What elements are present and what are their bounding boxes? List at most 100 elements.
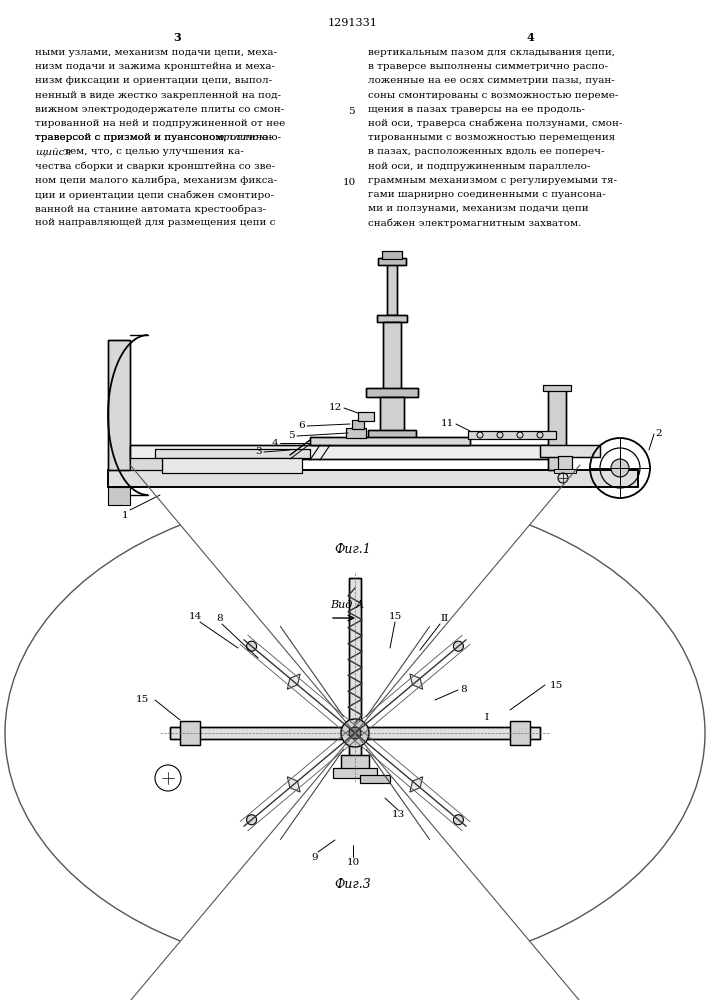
Text: ванной на станине автомата крестообраз-: ванной на станине автомата крестообраз- (35, 204, 266, 214)
Text: гами шарнирно соединенными с пуансона-: гами шарнирно соединенными с пуансона- (368, 190, 606, 199)
Circle shape (341, 719, 369, 747)
Text: 15: 15 (135, 696, 148, 704)
Text: низм фиксации и ориентации цепи, выпол-: низм фиксации и ориентации цепи, выпол- (35, 76, 272, 85)
Bar (333, 768, 377, 778)
Text: 5: 5 (348, 107, 354, 116)
Bar (558, 456, 572, 470)
Text: 10: 10 (342, 178, 356, 187)
Bar (162, 458, 302, 473)
Text: вертикальным пазом для складывания цепи,: вертикальным пазом для складывания цепи, (368, 48, 615, 57)
Bar (543, 385, 571, 391)
Text: ной оси, и подпружиненным параллело-: ной оси, и подпружиненным параллело- (368, 162, 590, 171)
Bar (387, 263, 397, 315)
Bar (341, 755, 369, 769)
Text: I: I (485, 714, 489, 722)
Text: Вид А: Вид А (330, 600, 364, 610)
Circle shape (247, 641, 257, 651)
Bar (360, 775, 390, 783)
Bar (377, 315, 407, 322)
Text: 11: 11 (440, 420, 454, 428)
Bar (380, 397, 404, 432)
Circle shape (453, 641, 463, 651)
Text: 4: 4 (271, 438, 278, 448)
Text: ной оси, траверса снабжена ползунами, смон-: ной оси, траверса снабжена ползунами, см… (368, 119, 622, 128)
Bar (377, 315, 407, 322)
Bar (558, 456, 572, 470)
Bar (382, 251, 402, 259)
Bar (378, 258, 406, 265)
Text: в пазах, расположенных вдоль ее попереч-: в пазах, расположенных вдоль ее попереч- (368, 147, 604, 156)
Text: 1291331: 1291331 (328, 18, 378, 28)
Bar (170, 727, 540, 739)
Bar (170, 727, 540, 739)
Text: траверсой с призмой и пуансоном, отличаю-: траверсой с призмой и пуансоном, отличаю… (35, 133, 281, 142)
Text: Фиг.1: Фиг.1 (334, 543, 371, 556)
Bar (130, 458, 162, 470)
Text: граммным механизмом с регулируемыми тя-: граммным механизмом с регулируемыми тя- (368, 176, 617, 185)
Text: 3: 3 (255, 448, 262, 456)
Bar (383, 322, 401, 400)
Text: щийся: щийся (35, 147, 71, 156)
Bar (349, 578, 361, 763)
Bar (548, 388, 566, 470)
Text: 12: 12 (329, 403, 342, 412)
Text: 9: 9 (312, 853, 318, 862)
Bar (346, 428, 366, 438)
Bar (382, 251, 402, 259)
Circle shape (247, 815, 257, 825)
Bar (349, 578, 361, 763)
Bar (468, 431, 556, 439)
Polygon shape (410, 777, 423, 792)
Bar (366, 388, 418, 397)
Text: ном цепи малого калибра, механизм фикса-: ном цепи малого калибра, механизм фикса- (35, 176, 277, 185)
Bar (510, 721, 530, 745)
Text: в траверсе выполнены симметрично распо-: в траверсе выполнены симметрично распо- (368, 62, 608, 71)
Text: снабжен электромагнитным захватом.: снабжен электромагнитным захватом. (368, 218, 581, 228)
Text: соны смонтированы с возможностью переме-: соны смонтированы с возможностью переме- (368, 91, 619, 100)
Bar (510, 721, 530, 745)
Text: 15: 15 (549, 680, 563, 690)
Text: чества сборки и сварки кронштейна со зве-: чества сборки и сварки кронштейна со зве… (35, 162, 275, 171)
Bar (540, 445, 600, 457)
Bar (108, 340, 130, 470)
Text: щения в пазах траверсы на ее продоль-: щения в пазах траверсы на ее продоль- (368, 105, 585, 114)
Bar (352, 420, 364, 429)
Text: 3: 3 (173, 32, 181, 43)
Bar (130, 458, 162, 470)
Bar (180, 721, 200, 745)
Text: 13: 13 (392, 810, 404, 819)
Text: ной направляющей для размещения цепи с: ной направляющей для размещения цепи с (35, 218, 275, 227)
Bar (108, 340, 130, 470)
Text: 10: 10 (346, 858, 360, 867)
Bar (346, 428, 366, 438)
Text: траверсой с призмой и пуансоном,: траверсой с призмой и пуансоном, (35, 133, 227, 142)
Bar (108, 487, 130, 505)
Text: 2: 2 (655, 430, 662, 438)
Circle shape (611, 459, 629, 477)
Bar (108, 470, 638, 487)
Text: ненный в виде жестко закрепленной на под-: ненный в виде жестко закрепленной на под… (35, 91, 281, 100)
Circle shape (349, 727, 361, 739)
Bar (155, 449, 310, 458)
Bar (378, 258, 406, 265)
Text: тированной на ней и подпружиненной от нее: тированной на ней и подпружиненной от не… (35, 119, 285, 128)
Bar (366, 388, 418, 397)
Bar (468, 431, 556, 439)
Text: вижном электрододержателе плиты со смон-: вижном электрододержателе плиты со смон- (35, 105, 284, 114)
Text: 15: 15 (388, 612, 402, 621)
Bar (310, 437, 470, 445)
Bar (548, 388, 566, 470)
Bar (180, 721, 200, 745)
Text: ложенные на ее осях симметрии пазы, пуан-: ложенные на ее осях симметрии пазы, пуан… (368, 76, 615, 85)
Text: 14: 14 (188, 612, 201, 621)
Circle shape (453, 815, 463, 825)
Text: 5: 5 (288, 432, 295, 440)
Text: Фиг.3: Фиг.3 (334, 878, 371, 891)
Bar (333, 768, 377, 778)
Polygon shape (287, 674, 300, 689)
Text: ными узлами, механизм подачи цепи, меха-: ными узлами, механизм подачи цепи, меха- (35, 48, 277, 57)
Text: ми и ползунами, механизм подачи цепи: ми и ползунами, механизм подачи цепи (368, 204, 589, 213)
Text: ции и ориентации цепи снабжен смонтиро-: ции и ориентации цепи снабжен смонтиро- (35, 190, 274, 200)
Bar (108, 470, 638, 487)
Bar (540, 445, 600, 457)
